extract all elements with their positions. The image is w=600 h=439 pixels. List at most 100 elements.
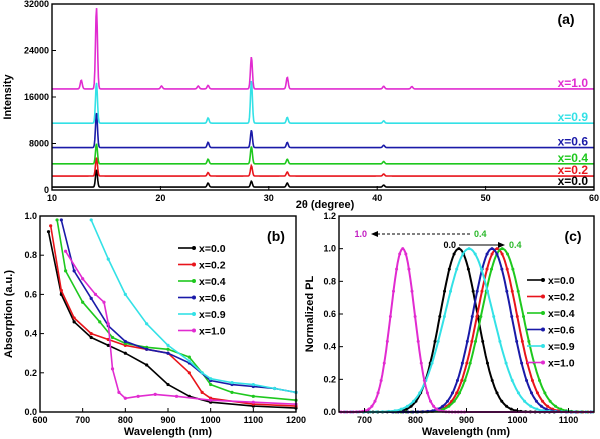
absorption-point xyxy=(153,392,157,396)
pl-point xyxy=(474,339,478,343)
pl-point xyxy=(485,267,489,271)
absorption-point xyxy=(98,320,102,324)
absorption-point xyxy=(46,230,51,234)
pl-point xyxy=(467,247,471,251)
pl-point xyxy=(410,289,414,293)
pl-point xyxy=(475,315,479,319)
panel-a-x-tick-label: 50 xyxy=(481,193,491,203)
xrd-series-line xyxy=(52,112,594,149)
pl-point xyxy=(443,289,447,293)
panel-b-label: (b) xyxy=(267,228,285,244)
absorption-point xyxy=(64,269,68,273)
absorption-point xyxy=(55,218,59,222)
panel-b-x-tick-label: 900 xyxy=(160,415,175,425)
panel-a-ticks: 10 20 30 40 50 60 0 8000 16000 24000 32000 xyxy=(24,0,599,203)
pl-point xyxy=(515,315,519,319)
panel-c-y-tick-label: 0.0 xyxy=(323,407,336,417)
panel-b-legend-marker xyxy=(192,295,196,300)
panel-c-annotations: 1.0 0.4 0.0 0.4 xyxy=(354,229,521,250)
pl-point xyxy=(451,391,455,395)
pl-point xyxy=(500,399,504,403)
pl-point xyxy=(404,407,408,411)
absorption-series-line xyxy=(47,231,297,409)
panel-b-legend-label: x=0.6 xyxy=(199,293,226,305)
series-label-x-0.0: x=0.0 xyxy=(558,174,589,188)
pl-point xyxy=(422,378,426,382)
pl-point xyxy=(460,378,464,382)
absorption-point xyxy=(200,371,204,375)
pl-point xyxy=(404,252,408,256)
pl-point xyxy=(388,315,392,319)
xrd-series-line xyxy=(52,8,594,90)
absorption-point xyxy=(123,339,127,344)
pl-point xyxy=(470,315,474,319)
absorption-point xyxy=(106,343,110,347)
absorption-point xyxy=(187,359,191,363)
absorption-point xyxy=(49,224,53,228)
pl-point xyxy=(370,404,374,408)
panel-c-x-tick-label: 1100 xyxy=(559,415,579,425)
panel-a-x-tick-label: 40 xyxy=(372,193,382,203)
pl-point xyxy=(495,391,499,395)
pl-point xyxy=(500,252,504,256)
pl-point xyxy=(553,404,557,408)
series-label-x-0.2: x=0.2 xyxy=(558,163,589,177)
absorption-point xyxy=(123,396,127,400)
pl-point xyxy=(490,247,494,251)
panel-b-legend-label: x=1.0 xyxy=(199,326,226,338)
pl-point xyxy=(495,252,499,256)
pl-point xyxy=(468,361,472,365)
panel-c-legend-label: x=0.2 xyxy=(548,292,575,304)
panel-c-y-tick-label: 0.6 xyxy=(323,309,336,319)
absorption-point xyxy=(230,390,234,394)
pl-point xyxy=(515,339,519,343)
absorption-point xyxy=(174,394,179,398)
absorption-point xyxy=(209,382,213,387)
panel-c-x-axis-label: Wavelength (nm) xyxy=(422,426,511,438)
absorption-point xyxy=(209,398,213,402)
absorption-point xyxy=(72,316,76,320)
pl-point xyxy=(490,252,494,256)
pl-point xyxy=(382,361,386,365)
pl-point xyxy=(412,399,416,403)
pl-point xyxy=(498,339,502,343)
absorption-point xyxy=(123,351,127,355)
pl-point xyxy=(481,339,485,343)
pl-point xyxy=(470,339,474,343)
panel-a-x-tick-label: 20 xyxy=(155,193,165,203)
absorption-point xyxy=(81,300,85,304)
pl-point xyxy=(447,404,451,408)
xrd-series-line xyxy=(52,157,594,177)
absorption-point xyxy=(187,371,191,375)
pl-point xyxy=(541,399,545,403)
panel-a-label: (a) xyxy=(557,11,574,27)
pl-point xyxy=(465,361,469,365)
absorption-point xyxy=(230,381,234,385)
panel-c-legend-label: x=0.6 xyxy=(548,325,575,337)
pl-point xyxy=(442,407,446,411)
panel-b-ticks: 600 700 800 900 1000 1100 1200 0.0 0.2 0.4 0.6 0.8 1… xyxy=(24,211,306,425)
panel-b-plot-area xyxy=(46,218,298,410)
pl-point xyxy=(510,315,514,319)
pl-point xyxy=(520,339,524,343)
absorption-point xyxy=(145,363,149,367)
pl-point xyxy=(413,315,417,319)
pl-point xyxy=(522,315,526,319)
panel-b-y-tick-label: 1.0 xyxy=(24,211,37,221)
pl-point xyxy=(455,378,459,382)
panel-b-legend-marker xyxy=(192,279,196,283)
pl-point xyxy=(458,391,462,395)
pl-point xyxy=(505,289,509,293)
absorption-series-line xyxy=(60,219,297,394)
absorption-series-line xyxy=(56,219,297,401)
panel-c-y-tick-label: 0.2 xyxy=(323,374,336,384)
absorption-point xyxy=(251,382,255,387)
annotation-mid-left: 0.0 xyxy=(443,240,456,250)
pl-point xyxy=(367,407,371,411)
xrd-series-line xyxy=(52,143,594,165)
pl-point xyxy=(529,404,533,408)
absorption-point xyxy=(166,382,170,387)
absorption-point xyxy=(102,300,106,304)
pl-point xyxy=(544,407,548,411)
